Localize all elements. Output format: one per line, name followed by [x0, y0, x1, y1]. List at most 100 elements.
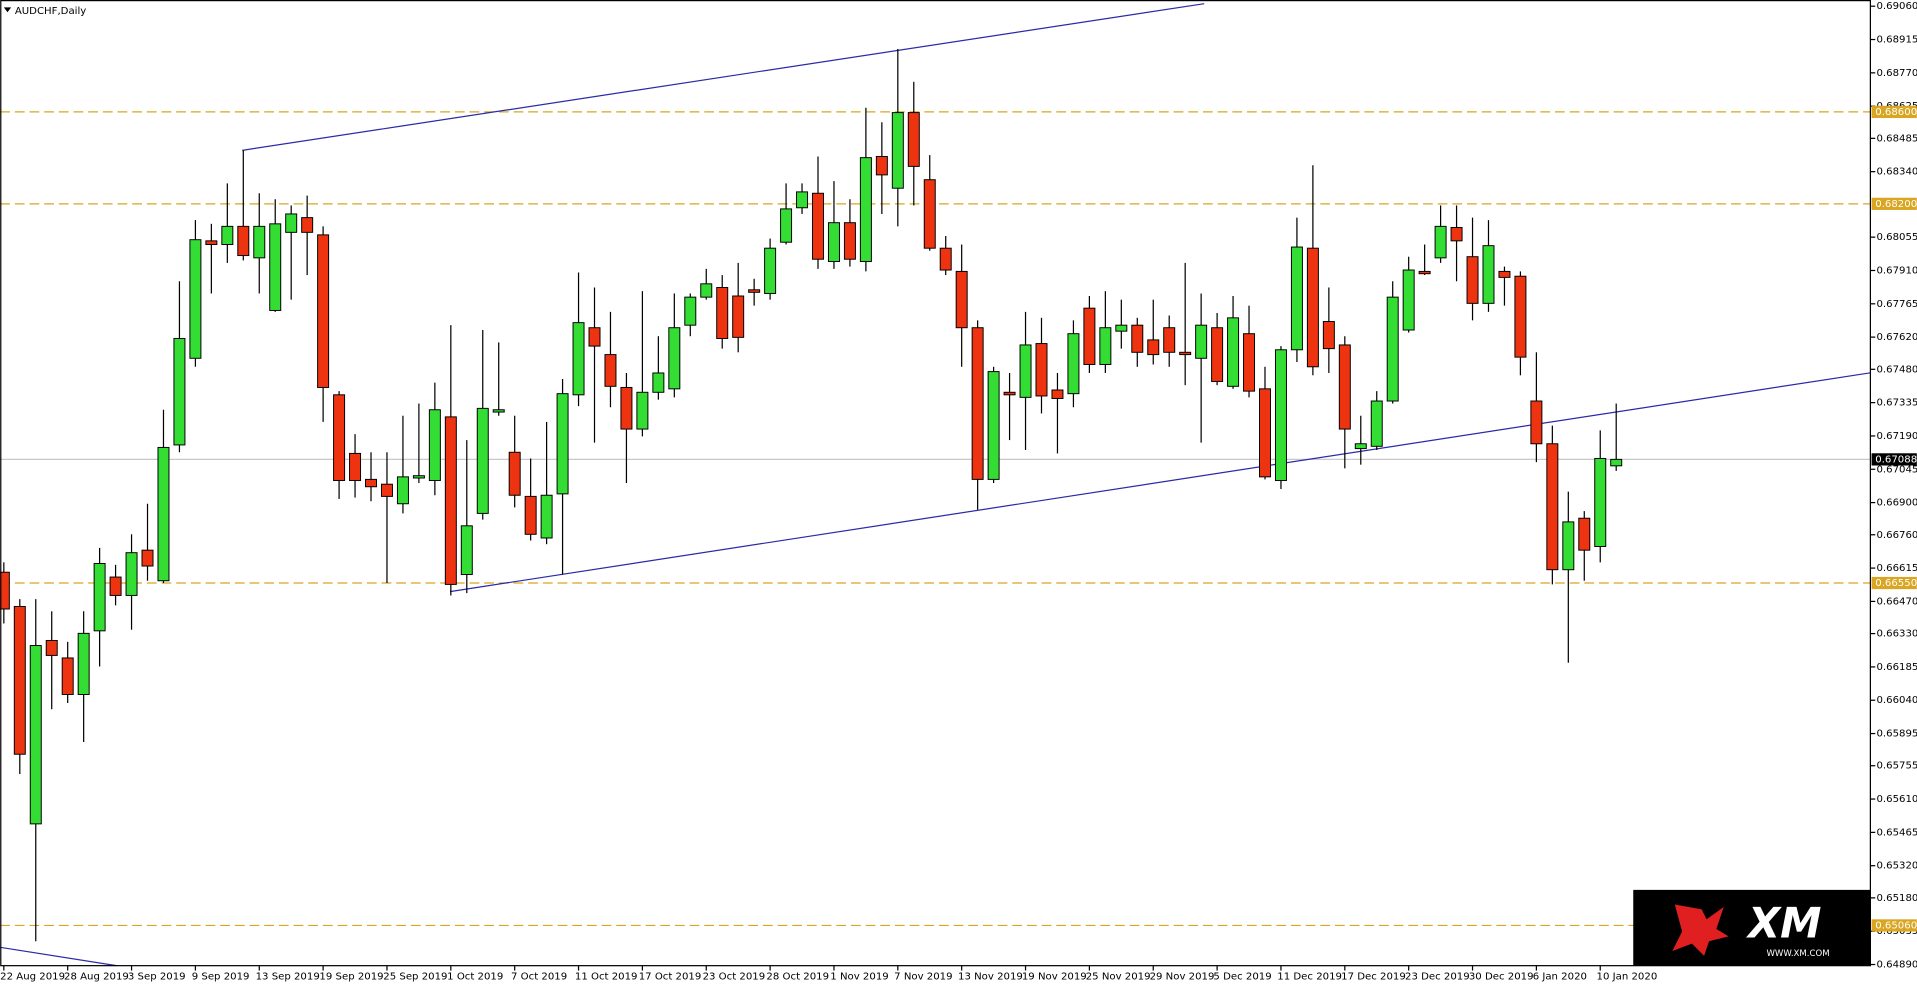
x-tick-label: 19 Sep 2019 [319, 972, 383, 983]
x-tick-label: 25 Sep 2019 [383, 972, 447, 983]
y-tick-label: 0.68340 [1876, 167, 1917, 178]
logo-text: XM [1745, 899, 1821, 948]
level-label: 0.68200 [1875, 199, 1917, 210]
candle-body [556, 393, 569, 495]
level-layer [0, 111, 1871, 927]
y-tick-label: 0.67190 [1876, 431, 1917, 442]
candle-body [0, 571, 10, 610]
candle-body [796, 191, 809, 209]
x-tick-label: 11 Oct 2019 [575, 972, 638, 983]
x-tick-label: 17 Dec 2019 [1341, 972, 1406, 983]
candle-body [237, 225, 250, 257]
level-label: 0.68600 [1875, 107, 1917, 118]
candle-body [1546, 443, 1559, 571]
candle-body [604, 354, 617, 387]
x-tick-label: 22 Aug 2019 [0, 972, 65, 983]
candle-body [1450, 227, 1463, 242]
candle-body [476, 407, 489, 514]
candle-body [891, 112, 904, 189]
candle-body [13, 605, 26, 755]
candle-layer [0, 48, 1623, 942]
x-tick-label: 3 Sep 2019 [128, 972, 186, 983]
candle-body [205, 240, 218, 246]
candle-body [684, 296, 697, 326]
x-tick-label: 17 Oct 2019 [639, 972, 702, 983]
x-tick-label: 13 Nov 2019 [958, 972, 1023, 983]
candle-body [1370, 400, 1383, 447]
candle-body [365, 478, 377, 488]
x-tick-label: 13 Sep 2019 [256, 972, 320, 983]
x-tick-label: 30 Dec 2019 [1469, 972, 1534, 983]
trend-line [449, 372, 1871, 593]
chart-title: AUDCHF,Daily [15, 6, 86, 17]
candle-body [1498, 270, 1511, 278]
y-tick-label: 0.67620 [1876, 332, 1917, 343]
candle-body [1354, 443, 1367, 450]
candle-body [875, 156, 888, 176]
level-label: 0.65060 [1875, 920, 1917, 931]
y-tick-label: 0.68915 [1876, 35, 1917, 46]
candle-body [955, 270, 968, 329]
y-tick-label: 0.64890 [1876, 960, 1917, 971]
candle-body [189, 239, 202, 359]
candle-body [1019, 344, 1032, 398]
candle-body [269, 223, 282, 311]
candle-body [109, 576, 122, 596]
candle-body [141, 549, 154, 567]
candle-body [987, 371, 1000, 480]
candle-body [827, 222, 840, 263]
x-tick-label: 7 Nov 2019 [894, 972, 952, 983]
candle-body [859, 157, 872, 263]
candle-body [1402, 269, 1415, 331]
candle-body [333, 394, 346, 482]
candle-body [1338, 344, 1351, 430]
candle-body [716, 287, 729, 340]
candle-body [1610, 458, 1623, 467]
y-tick-label: 0.65465 [1876, 827, 1917, 838]
trend-line [242, 3, 1205, 151]
y-tick-label: 0.66470 [1876, 596, 1917, 607]
candle-body [301, 217, 314, 233]
candle-body [428, 409, 441, 482]
candle-body [1322, 321, 1335, 350]
logo-box [1633, 889, 1871, 966]
x-tick-label: 6 Jan 2020 [1533, 972, 1587, 983]
x-tick-label: 7 Oct 2019 [511, 972, 567, 983]
candle-body [652, 372, 665, 393]
y-tick-label: 0.67335 [1876, 398, 1917, 409]
candle-body [349, 452, 362, 482]
x-tick-label: 28 Oct 2019 [766, 972, 829, 983]
candle-body [1259, 388, 1271, 478]
candle-body [907, 112, 920, 167]
candle-body [1179, 351, 1192, 356]
level-label-box [1871, 576, 1917, 590]
candle-body [77, 632, 90, 695]
candle-body [508, 451, 521, 496]
y-tick-label: 0.65320 [1876, 861, 1917, 872]
y-tick-label: 0.66900 [1876, 498, 1917, 509]
logo-url: WWW.XM.COM [1766, 949, 1829, 959]
candle-body [524, 495, 537, 535]
candle-body [285, 213, 298, 233]
candle-body [444, 416, 457, 585]
x-tick-label: 1 Oct 2019 [447, 972, 503, 983]
candle-body [1067, 333, 1080, 395]
x-tick-label: 5 Dec 2019 [1213, 972, 1271, 983]
candle-body [588, 327, 601, 347]
candle-body [1530, 400, 1543, 445]
y-tick-label: 0.68055 [1876, 232, 1917, 243]
candle-body [1131, 324, 1144, 353]
candle-body [620, 386, 633, 430]
candle-body [1227, 317, 1240, 387]
candle-body [492, 409, 505, 413]
candle-body [1147, 339, 1160, 356]
candle-body [1290, 246, 1303, 351]
candle-body [157, 446, 170, 582]
candle-body [45, 639, 58, 656]
candle-body [221, 225, 234, 246]
candle-body [1562, 521, 1575, 571]
candle-body [572, 322, 585, 396]
x-tick-label: 25 Nov 2019 [1086, 972, 1151, 983]
